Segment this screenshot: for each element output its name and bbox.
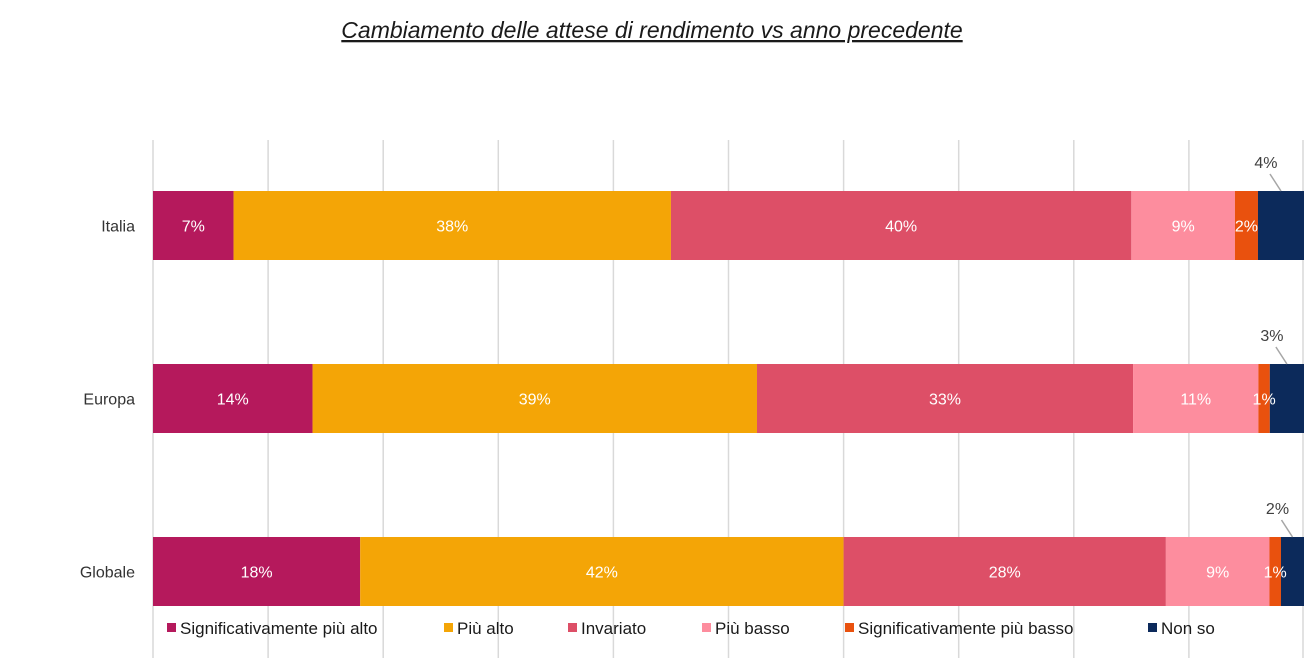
label-leader-line xyxy=(1280,519,1294,538)
data-label: 9% xyxy=(1206,565,1229,582)
data-label: 38% xyxy=(436,219,468,236)
bar-segment xyxy=(843,537,1166,606)
bar-segment xyxy=(1269,537,1281,606)
data-labels: 7% 38% 40% 9% 2% 4% 14% 39% 33% 11% 1% 3% 18% 42% 28% 9… xyxy=(182,155,1294,582)
chart-title: Cambiamento delle attese di rendimento v… xyxy=(341,17,962,43)
bar-segment xyxy=(1131,191,1235,260)
data-label: 3% xyxy=(1260,328,1283,345)
category-labels: Italia Europa Globale xyxy=(80,219,135,582)
bar-segment xyxy=(1258,364,1270,433)
data-label: 4% xyxy=(1254,155,1277,172)
bar-segment xyxy=(1133,364,1259,433)
data-label: 40% xyxy=(885,219,917,236)
legend-label: Più basso xyxy=(715,619,790,638)
legend-item: Significativamente più basso xyxy=(845,619,1073,638)
legend-item: Più alto xyxy=(444,619,514,638)
data-label: 2% xyxy=(1266,501,1289,518)
legend-item: Invariato xyxy=(568,619,646,638)
data-label: 7% xyxy=(182,219,205,236)
bar-segment xyxy=(153,537,361,606)
data-label: 1% xyxy=(1253,392,1276,409)
data-label: 1% xyxy=(1264,565,1287,582)
bar-segment xyxy=(360,537,844,606)
legend-item: Non so xyxy=(1148,619,1215,638)
legend-label: Significativamente più alto xyxy=(180,619,378,638)
legend-label: Più alto xyxy=(457,619,514,638)
bar-segment xyxy=(233,191,671,260)
data-label: 18% xyxy=(241,565,273,582)
category-label: Globale xyxy=(80,565,135,582)
legend-item: Più basso xyxy=(702,619,790,638)
bar-segment xyxy=(1269,364,1304,433)
data-label: 14% xyxy=(217,392,249,409)
bar-segment xyxy=(756,364,1134,433)
label-leader-line xyxy=(1275,346,1288,365)
bar-segment xyxy=(670,191,1132,260)
bar-segment xyxy=(1257,191,1304,260)
legend: Significativamente più alto Più alto Invar… xyxy=(167,619,1215,638)
data-label: 28% xyxy=(989,565,1021,582)
bar-segment xyxy=(1234,191,1258,260)
legend-swatch xyxy=(845,623,854,632)
legend-label: Significativamente più basso xyxy=(858,619,1073,638)
legend-swatch xyxy=(1148,623,1157,632)
data-label: 39% xyxy=(519,392,551,409)
bar-segment xyxy=(312,364,757,433)
legend-label: Non so xyxy=(1161,619,1215,638)
data-label: 9% xyxy=(1172,219,1195,236)
category-label: Italia xyxy=(101,219,135,236)
bar-segment xyxy=(1165,537,1270,606)
legend-swatch xyxy=(568,623,577,632)
data-label: 11% xyxy=(1180,392,1211,409)
bar-segment xyxy=(1280,537,1304,606)
data-label: 42% xyxy=(586,565,618,582)
bar-segment xyxy=(153,364,313,433)
legend-swatch xyxy=(167,623,176,632)
legend-item: Significativamente più alto xyxy=(167,619,378,638)
legend-swatch xyxy=(444,623,453,632)
bar-segment xyxy=(153,191,234,260)
label-leader-line xyxy=(1269,173,1282,192)
data-label: 2% xyxy=(1235,219,1258,236)
data-label: 33% xyxy=(929,392,961,409)
category-label: Europa xyxy=(83,392,135,409)
legend-swatch xyxy=(702,623,711,632)
legend-label: Invariato xyxy=(581,619,646,638)
bars xyxy=(153,191,1304,606)
